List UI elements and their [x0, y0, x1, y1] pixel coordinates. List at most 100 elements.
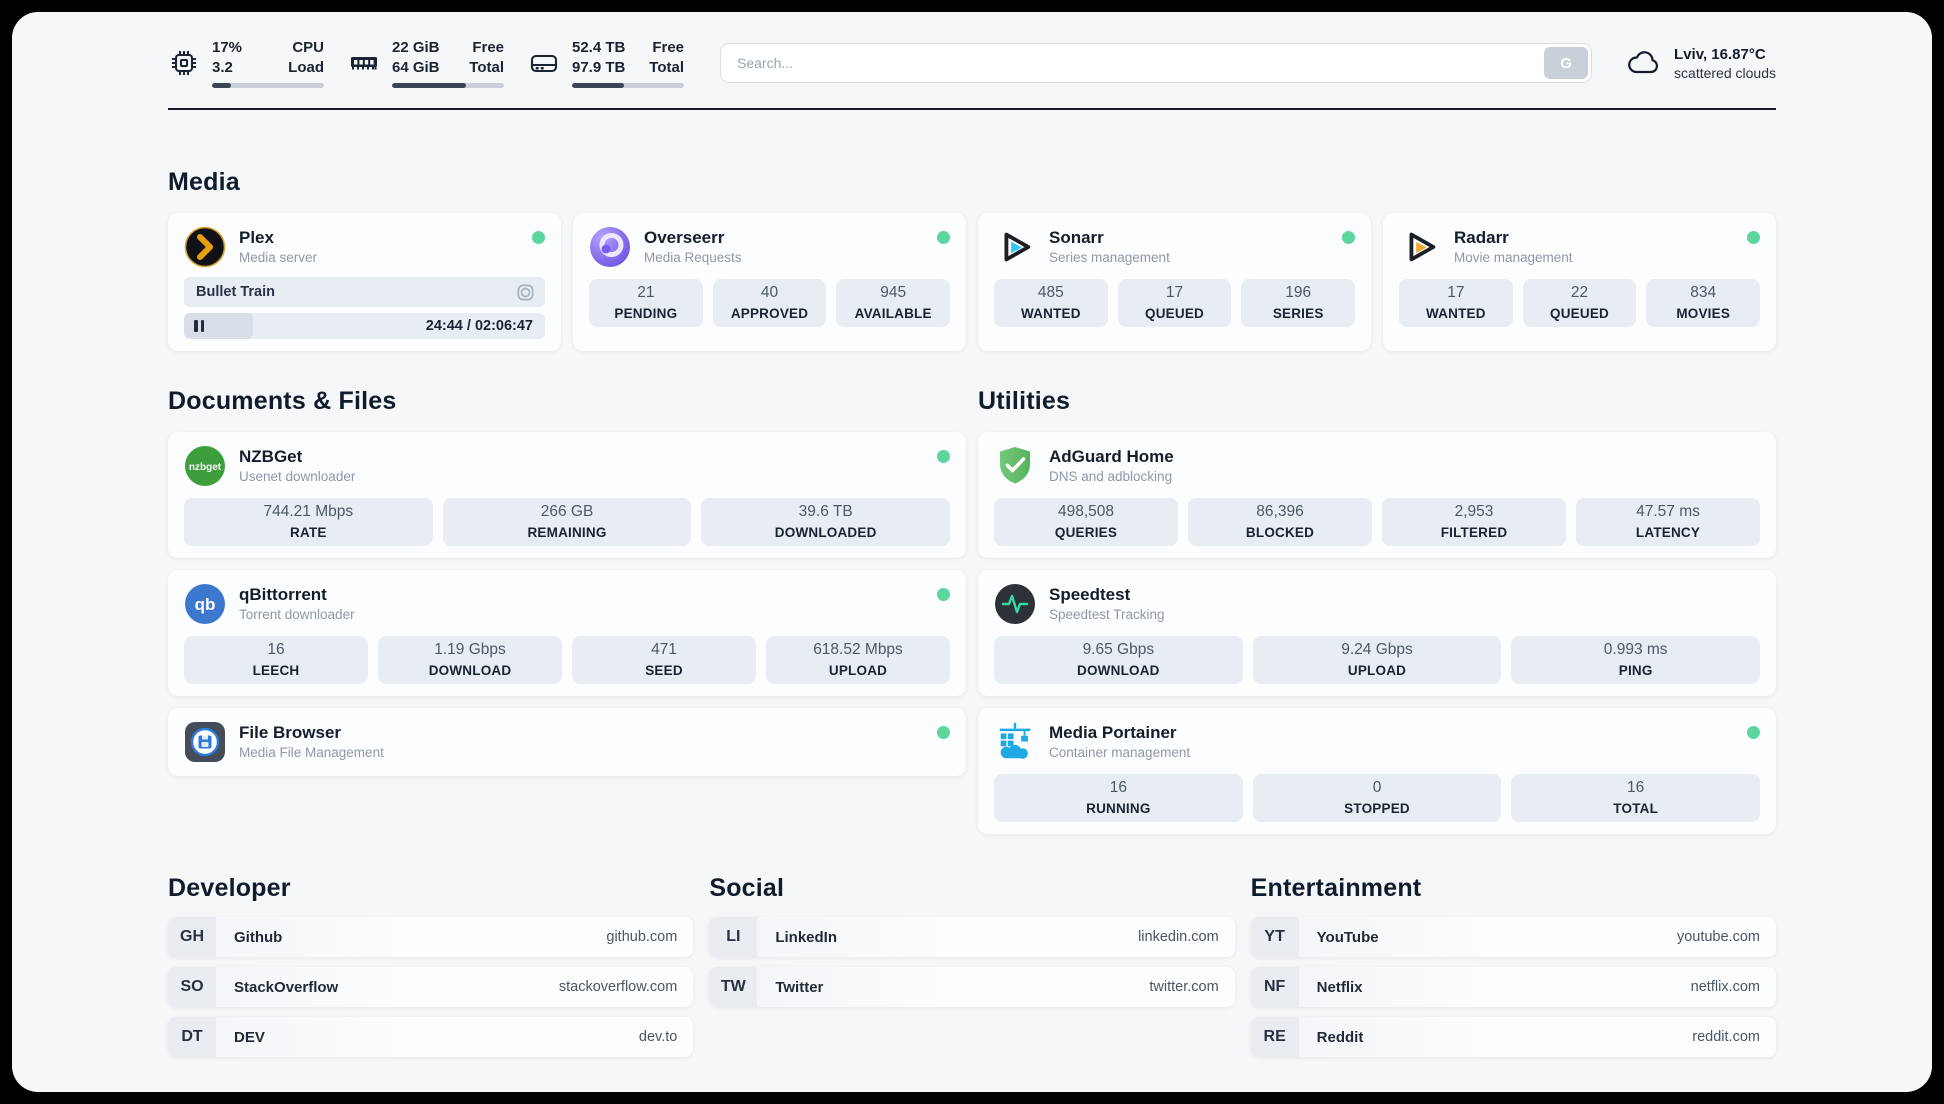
stat-box: 16 RUNNING	[994, 774, 1243, 822]
app-subtitle: Container management	[1049, 745, 1191, 761]
stat-box: 834 MOVIES	[1646, 279, 1761, 327]
stat-box: 9.24 Gbps UPLOAD	[1252, 636, 1502, 684]
link-netflix[interactable]: NF Netflix netflix.com	[1250, 967, 1776, 1007]
stat-box: 47.57 ms LATENCY	[1576, 498, 1760, 546]
ram-total-label: Total	[469, 58, 504, 76]
link-abbr: YT	[1250, 917, 1299, 957]
search-engine-button[interactable]: G	[1544, 47, 1589, 79]
section-developer: Developer GH Github github.com SO StackO…	[168, 874, 694, 1057]
link-github[interactable]: GH Github github.com	[168, 917, 694, 957]
cpu-stat: 17% 3.2 CPU Load	[168, 38, 324, 88]
app-name: Overseerr	[644, 228, 725, 248]
stat-box: 17 WANTED	[1399, 279, 1513, 327]
app-subtitle: Speedtest Tracking	[1049, 607, 1165, 623]
status-dot	[532, 231, 545, 244]
stat-box: 196 SERIES	[1241, 279, 1356, 327]
svg-text:qb: qb	[195, 595, 216, 614]
link-name: Netflix	[1316, 978, 1363, 996]
sonarr-icon	[994, 226, 1036, 268]
link-abbr: LI	[709, 917, 758, 957]
ram-free-value: 22 GiB	[392, 39, 440, 56]
disk-icon	[528, 42, 560, 84]
app-name: Plex	[239, 228, 274, 248]
link-name: Github	[234, 928, 283, 946]
app-subtitle: DNS and adblocking	[1049, 469, 1173, 485]
link-linkedin[interactable]: LI LinkedIn linkedin.com	[709, 917, 1235, 957]
link-url: reddit.com	[1692, 1029, 1760, 1045]
stat-box: 498,508 QUERIES	[994, 498, 1178, 546]
ram-free-label: Free	[472, 39, 504, 56]
stat-box: 485 WANTED	[994, 279, 1108, 327]
app-name: Speedtest	[1049, 585, 1131, 605]
stat-box: 744.21 Mbps RATE	[184, 498, 433, 546]
link-reddit[interactable]: RE Reddit reddit.com	[1250, 1017, 1776, 1057]
overseerr-card[interactable]: Overseerr Media Requests 21 PENDING 40 A…	[573, 213, 966, 351]
status-dot	[1747, 726, 1760, 739]
header-divider	[168, 108, 1776, 110]
link-stackoverflow[interactable]: SO StackOverflow stackoverflow.com	[168, 967, 694, 1007]
link-youtube[interactable]: YT YouTube youtube.com	[1250, 917, 1776, 957]
adguard-icon	[994, 445, 1036, 487]
section-media: Media Plex Media server	[168, 168, 1776, 351]
qbittorrent-card[interactable]: qb qBittorrent Torrent downloader 16 LEE…	[168, 570, 966, 696]
cpu-progressbar	[212, 83, 324, 88]
link-twitter[interactable]: TW Twitter twitter.com	[709, 967, 1235, 1007]
stat-box: 16 LEECH	[184, 636, 368, 684]
weather-widget: Lviv, 16.87°C scattered clouds	[1626, 46, 1776, 81]
now-playing-row: Bullet Train	[184, 277, 545, 307]
nzbget-icon: nzbget	[184, 445, 226, 487]
stat-box: 471 SEED	[572, 636, 756, 684]
status-dot	[1342, 231, 1355, 244]
link-name: Reddit	[1316, 1028, 1364, 1046]
cpu-label: CPU	[292, 39, 324, 56]
stat-box: 16 TOTAL	[1511, 774, 1761, 822]
section-entertainment: Entertainment YT YouTube youtube.com NF …	[1250, 874, 1776, 1057]
ram-total-value: 64 GiB	[392, 58, 440, 76]
stat-box: 17 QUEUED	[1117, 279, 1232, 327]
link-abbr: SO	[168, 967, 216, 1007]
radarr-card[interactable]: Radarr Movie management 17 WANTED 22 QUE…	[1383, 213, 1776, 351]
playback-progressbar: 24:44 / 02:06:47	[184, 313, 545, 339]
plex-card[interactable]: Plex Media server Bullet Train	[168, 213, 561, 351]
adguard-card[interactable]: AdGuard Home DNS and adblocking 498,508 …	[978, 432, 1776, 558]
nzbget-card[interactable]: nzbget NZBGet Usenet downloader 744.21 M…	[168, 432, 966, 558]
stat-box: 945 AVAILABLE	[836, 279, 951, 327]
section-documents: Documents & Files nzbget NZBGet U	[168, 387, 966, 834]
radarr-icon	[1399, 226, 1441, 268]
link-url: youtube.com	[1676, 929, 1760, 945]
stat-box: 39.6 TB DOWNLOADED	[701, 498, 951, 546]
link-url: github.com	[606, 929, 678, 945]
link-abbr: RE	[1250, 1017, 1299, 1057]
media-section-title: Media	[168, 168, 240, 196]
app-subtitle: Movie management	[1454, 250, 1573, 266]
dashboard-page: 17% 3.2 CPU Load	[12, 12, 1932, 1092]
disk-total-label: Total	[649, 58, 684, 76]
link-url: linkedin.com	[1138, 929, 1219, 945]
link-name: DEV	[234, 1028, 265, 1046]
link-name: StackOverflow	[234, 978, 339, 996]
app-subtitle: Media server	[239, 250, 318, 266]
link-abbr: NF	[1250, 967, 1299, 1007]
speedtest-icon	[994, 583, 1036, 625]
sonarr-card[interactable]: Sonarr Series management 485 WANTED 17 Q…	[978, 213, 1371, 351]
search-box: G	[720, 43, 1593, 83]
cpu-percent: 17%	[212, 39, 243, 56]
stat-box: 1.19 Gbps DOWNLOAD	[378, 636, 562, 684]
filebrowser-icon	[184, 721, 226, 763]
link-url: twitter.com	[1149, 979, 1219, 995]
filebrowser-card[interactable]: File Browser Media File Management	[168, 708, 966, 776]
stat-box: 86,396 BLOCKED	[1188, 498, 1372, 546]
search-input[interactable]	[720, 43, 1593, 83]
portainer-card[interactable]: Media Portainer Container management 16 …	[978, 708, 1776, 834]
disk-total-value: 97.9 TB	[572, 58, 626, 76]
disk-free-value: 52.4 TB	[572, 39, 626, 56]
link-abbr: GH	[168, 917, 216, 957]
link-dev[interactable]: DT DEV dev.to	[168, 1017, 694, 1057]
developer-section-title: Developer	[168, 874, 291, 902]
svg-text:nzbget: nzbget	[189, 462, 222, 473]
stat-box: 9.65 Gbps DOWNLOAD	[994, 636, 1243, 684]
stat-box: 2,953 FILTERED	[1382, 498, 1566, 546]
status-dot	[937, 450, 950, 463]
disk-stat: 52.4 TB 97.9 TB Free Total	[528, 38, 684, 88]
speedtest-card[interactable]: Speedtest Speedtest Tracking 9.65 Gbps D…	[978, 570, 1776, 696]
